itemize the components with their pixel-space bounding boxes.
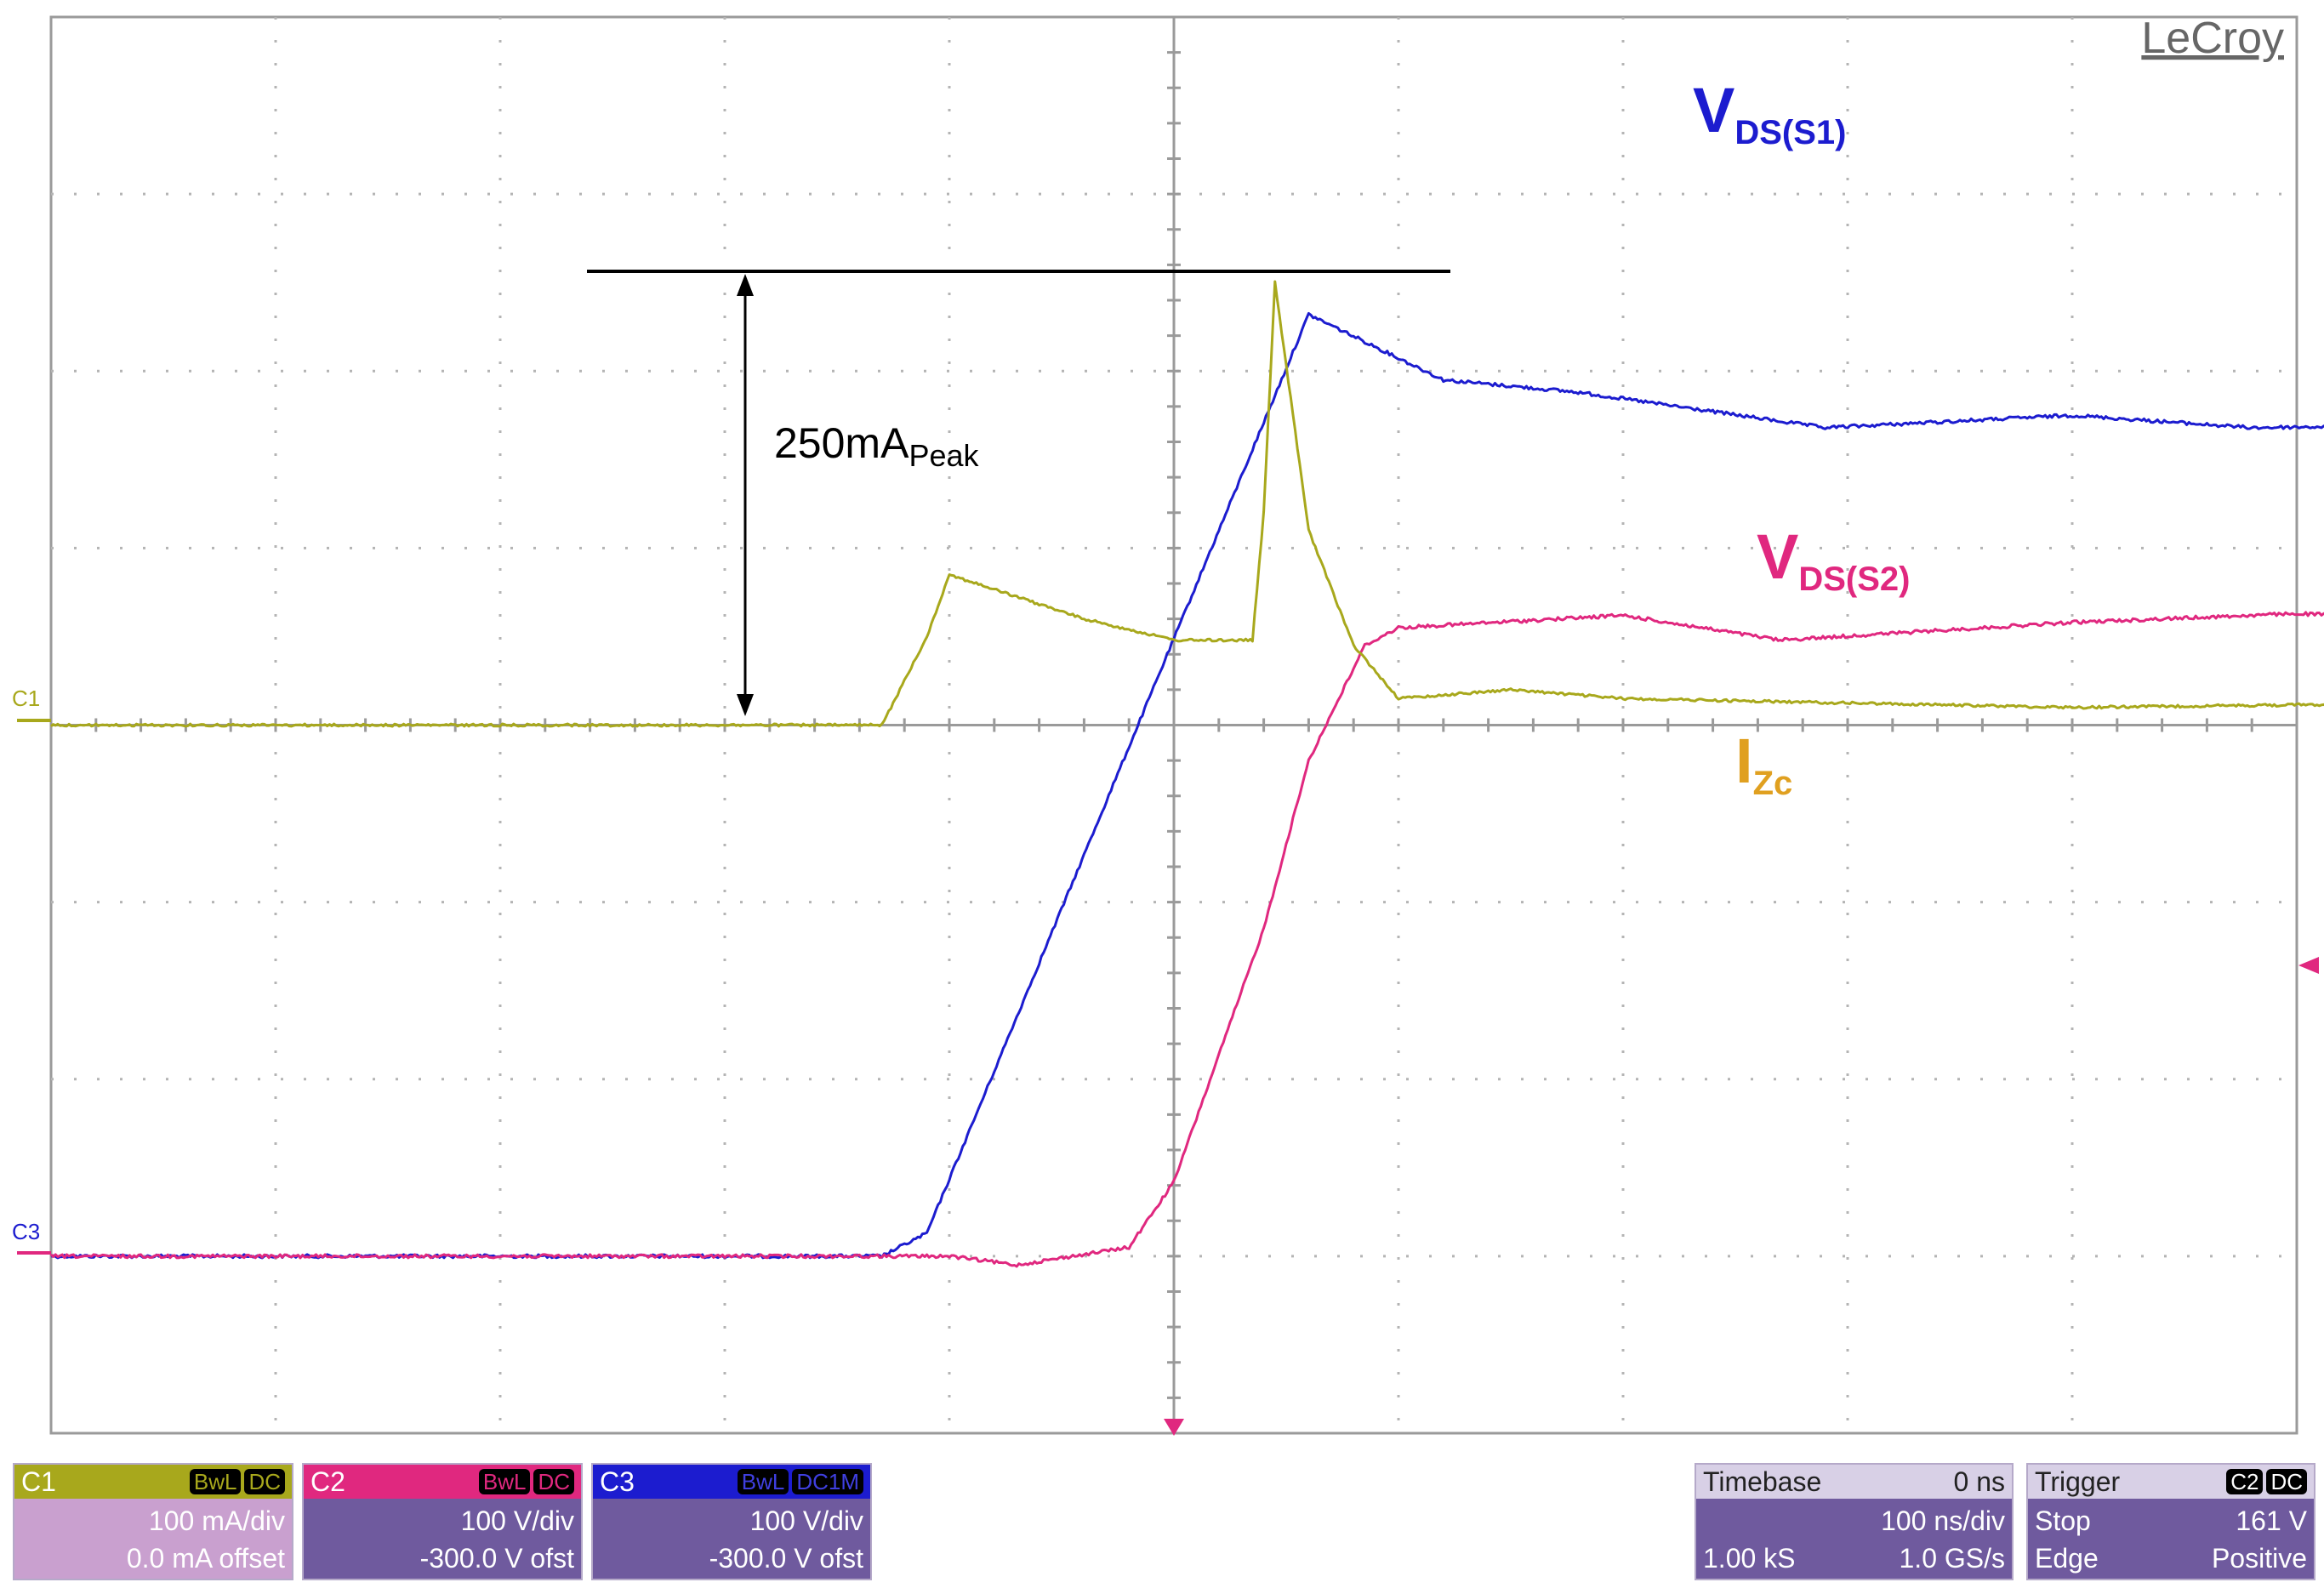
channel-panel-c3[interactable]: C3 BwL DC1M 100 V/div -300.0 V ofst xyxy=(591,1463,872,1580)
trigger-coupling-tag: DC xyxy=(2266,1469,2307,1494)
peak-arrow-head-down xyxy=(737,694,754,716)
c2-scale: 100 V/div xyxy=(460,1505,574,1536)
timebase-panel-header: Timebase 0 ns xyxy=(1696,1465,2012,1499)
channel-panel-c2[interactable]: C2 BwL DC 100 V/div -300.0 V ofst xyxy=(302,1463,583,1580)
trigger-level-marker xyxy=(2298,957,2319,974)
timebase-panel-body: 100 ns/div 1.00 kS 1.0 GS/s xyxy=(1696,1499,2012,1577)
c3-offset: -300.0 V ofst xyxy=(709,1542,863,1574)
trigger-panel-header: Trigger C2 DC xyxy=(2028,1465,2314,1499)
c1-panel-header: C1 BwL DC xyxy=(14,1465,292,1499)
izc-label: IZc xyxy=(1735,726,1792,802)
trace-v-ds-s2- xyxy=(49,611,2324,1268)
c1-bw-tag: BwL xyxy=(189,1469,242,1494)
c2-bw-tag: BwL xyxy=(478,1469,531,1494)
c3-bw-tag: BwL xyxy=(737,1469,789,1494)
c2-coupling-tag: DC xyxy=(533,1469,574,1494)
c3-panel-body: 100 V/div -300.0 V ofst xyxy=(593,1499,870,1577)
c1-coupling-tag: DC xyxy=(244,1469,285,1494)
timebase-delay: 0 ns xyxy=(1953,1466,2005,1497)
timebase-scale: 100 ns/div xyxy=(1881,1505,2005,1536)
trigger-panel-body: Stop 161 V Edge Positive xyxy=(2028,1499,2314,1577)
c1-scale: 100 mA/div xyxy=(148,1505,285,1536)
c3-scale: 100 V/div xyxy=(749,1505,863,1536)
c2-panel-id: C2 xyxy=(310,1466,345,1497)
c3-panel-header: C3 BwL DC1M xyxy=(593,1465,870,1499)
trigger-mode: Stop xyxy=(2035,1505,2091,1536)
c3-coupling-tag: DC1M xyxy=(792,1469,863,1494)
vds-s1-label: VDS(S1) xyxy=(1693,75,1847,151)
timebase-label: Timebase xyxy=(1703,1466,1822,1497)
trigger-slope: Positive xyxy=(2211,1542,2307,1574)
c2-panel-header: C2 BwL DC xyxy=(304,1465,581,1499)
trigger-label: Trigger xyxy=(2035,1466,2121,1497)
trace-i-zc xyxy=(50,280,2324,728)
waveform-traces xyxy=(49,280,2324,1268)
lecroy-logo: LeCroy xyxy=(2141,14,2284,63)
trigger-position-marker xyxy=(1164,1419,1184,1436)
trigger-level: 161 V xyxy=(2236,1505,2307,1536)
peak-annotation: 250mAPeak xyxy=(587,270,1450,716)
c3-panel-id: C3 xyxy=(600,1466,635,1497)
c1-ground-marker: C1 xyxy=(12,686,40,711)
c2-offset: -300.0 V ofst xyxy=(419,1542,574,1574)
c1-panel-body: 100 mA/div 0.0 mA offset xyxy=(14,1499,292,1577)
peak-label: 250mAPeak xyxy=(774,419,979,473)
c1-panel-id: C1 xyxy=(21,1466,56,1497)
c1-offset: 0.0 mA offset xyxy=(126,1542,285,1574)
timebase-sample-rate: 1.0 GS/s xyxy=(1899,1542,2006,1574)
trigger-source-tag: C2 xyxy=(2226,1469,2264,1494)
timebase-samples: 1.00 kS xyxy=(1703,1542,1796,1574)
c3-ground-marker: C3 xyxy=(12,1219,40,1244)
vds-s2-label: VDS(S2) xyxy=(1757,521,1911,598)
c2-panel-body: 100 V/div -300.0 V ofst xyxy=(304,1499,581,1577)
trigger-panel[interactable]: Trigger C2 DC Stop 161 V Edge Positive xyxy=(2026,1463,2315,1580)
timebase-panel[interactable]: Timebase 0 ns 100 ns/div 1.00 kS 1.0 GS/… xyxy=(1695,1463,2014,1580)
channel-panel-c1[interactable]: C1 BwL DC 100 mA/div 0.0 mA offset xyxy=(13,1463,293,1580)
peak-arrow-head-up xyxy=(737,274,754,296)
trigger-type: Edge xyxy=(2035,1542,2099,1574)
